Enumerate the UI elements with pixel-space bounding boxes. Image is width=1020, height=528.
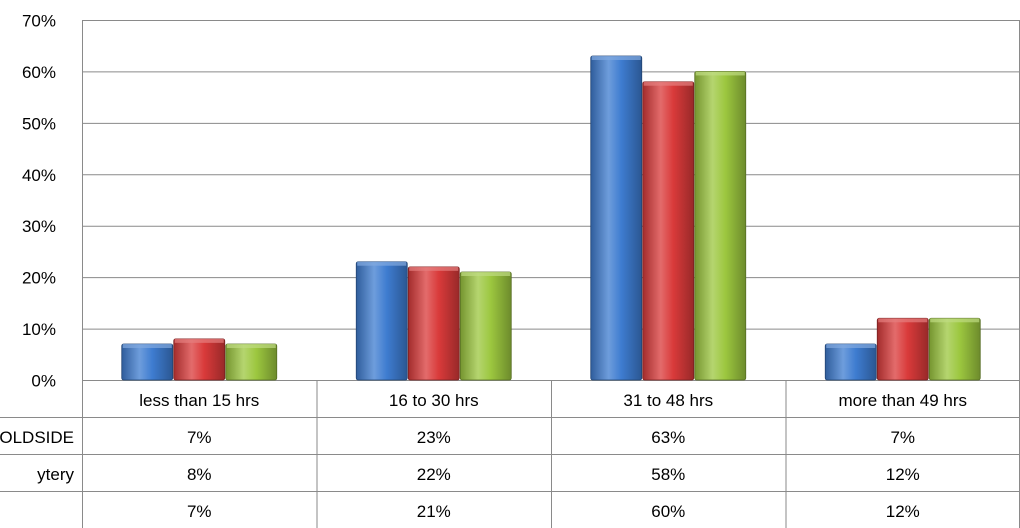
table-cell-value: 63% bbox=[651, 428, 685, 447]
category-label: 16 to 30 hrs bbox=[389, 391, 479, 410]
y-tick-label: 70% bbox=[22, 12, 56, 31]
bar-series-3-3 bbox=[928, 317, 981, 381]
bar-series-3-2 bbox=[694, 71, 747, 381]
bar-oldside-2 bbox=[590, 55, 643, 381]
table-cell-value: 7% bbox=[187, 428, 212, 447]
y-tick-label: 10% bbox=[22, 320, 56, 339]
bar-oldside-0 bbox=[121, 343, 174, 381]
bar-top-highlight bbox=[695, 71, 745, 76]
bar-top-highlight bbox=[174, 338, 224, 343]
y-tick-label: 0% bbox=[31, 372, 56, 391]
y-tick-label: 50% bbox=[22, 114, 56, 133]
table-cell-value: 22% bbox=[417, 465, 451, 484]
bar-oldside-3 bbox=[824, 343, 877, 381]
y-tick-label: 40% bbox=[22, 166, 56, 185]
y-tick-label: 30% bbox=[22, 217, 56, 236]
table-cell-value: 12% bbox=[886, 502, 920, 521]
category-label: more than 49 hrs bbox=[838, 391, 967, 410]
bar-top-highlight bbox=[591, 56, 641, 60]
bar-top-highlight bbox=[878, 318, 928, 323]
table-cell-value: 58% bbox=[651, 465, 685, 484]
category-label: 31 to 48 hrs bbox=[623, 391, 713, 410]
bar-series-3-0 bbox=[225, 343, 278, 381]
table-cell-value: 23% bbox=[417, 428, 451, 447]
bar-top-highlight bbox=[357, 261, 407, 266]
bar-oldside-1 bbox=[355, 261, 408, 381]
y-tick-label: 20% bbox=[22, 269, 56, 288]
bar-top-highlight bbox=[643, 81, 693, 86]
bar-ytery-2 bbox=[642, 81, 695, 381]
table-cell-value: 8% bbox=[187, 465, 212, 484]
bar-ytery-1 bbox=[407, 266, 460, 381]
bar-top-highlight bbox=[226, 344, 276, 348]
bar-top-highlight bbox=[930, 318, 980, 323]
bar-top-highlight bbox=[461, 272, 511, 276]
bar-top-highlight bbox=[122, 344, 172, 348]
bar-ytery-0 bbox=[173, 338, 226, 381]
table-cell-value: 60% bbox=[651, 502, 685, 521]
table-cell-value: 21% bbox=[417, 502, 451, 521]
bar-series-3-1 bbox=[459, 271, 512, 381]
table-cell-value: 7% bbox=[890, 428, 915, 447]
y-tick-label: 60% bbox=[22, 63, 56, 82]
table-row-label: OLDSIDE bbox=[0, 428, 74, 447]
table-cell-value: 12% bbox=[886, 465, 920, 484]
bar-top-highlight bbox=[409, 266, 459, 271]
category-label: less than 15 hrs bbox=[139, 391, 259, 410]
table-cell-value: 7% bbox=[187, 502, 212, 521]
table-row-label: ytery bbox=[37, 465, 74, 484]
bar-top-highlight bbox=[826, 344, 876, 348]
bar-ytery-3 bbox=[876, 317, 929, 381]
